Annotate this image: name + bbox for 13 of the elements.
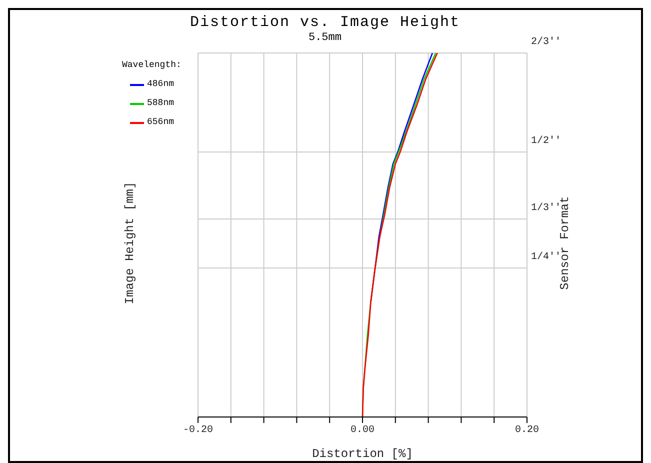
text: 1/2'' — [531, 136, 562, 147]
legend-title: Wavelength: — [122, 60, 182, 71]
x-axis-title: Distortion [%] — [312, 447, 413, 461]
chart-subtitle: 5.5mm — [308, 32, 342, 44]
chart-title: Distortion vs. Image Height — [188, 14, 462, 31]
y-axis-title: Image Height [mm] — [123, 182, 137, 304]
legend-label: 486nm — [147, 79, 174, 90]
x-tick-label: 0.00 — [350, 425, 375, 436]
x-tick-label: 0.20 — [514, 425, 540, 436]
x-tick-label: -0.20 — [182, 425, 214, 436]
legend-label: 588nm — [147, 98, 174, 109]
legend-label: 656nm — [147, 117, 174, 128]
text: 2/3'' — [531, 37, 562, 48]
